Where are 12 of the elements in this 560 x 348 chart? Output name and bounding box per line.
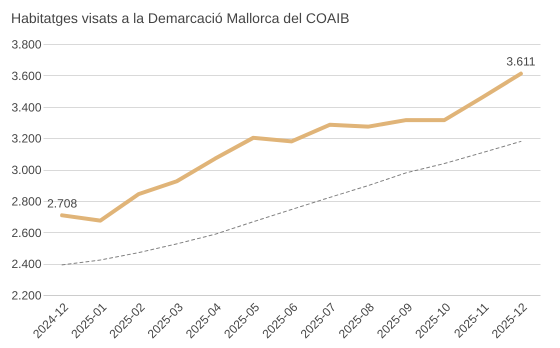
chart-title: Habitatges visats a la Demarcació Mallorca del COAIB [10,10,350,26]
y-tick-label: 3.000 [11,163,42,177]
y-tick-label: 2.600 [11,226,42,240]
annotation: 2.708 [47,196,78,210]
y-tick-label: 2.400 [11,257,42,272]
annotation: 3.611 [506,54,536,69]
y-tick-label: 3.400 [11,100,42,114]
y-tick-label: 3.200 [11,132,42,146]
y-tick-label: 3.800 [11,38,42,52]
y-tick-label: 2.800 [11,194,42,208]
y-tick-label: 2.200 [11,288,42,302]
y-tick-label: 3.600 [11,68,42,83]
